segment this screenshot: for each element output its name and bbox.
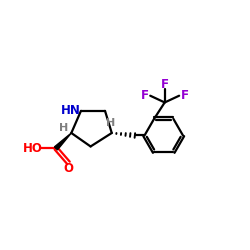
Text: F: F: [161, 78, 169, 91]
Text: F: F: [141, 89, 149, 102]
Text: O: O: [64, 162, 74, 175]
Text: HO: HO: [23, 142, 43, 155]
Text: F: F: [180, 89, 188, 102]
Text: HN: HN: [61, 104, 81, 117]
Text: H: H: [106, 118, 115, 128]
Text: H: H: [59, 122, 68, 132]
Polygon shape: [54, 133, 71, 150]
